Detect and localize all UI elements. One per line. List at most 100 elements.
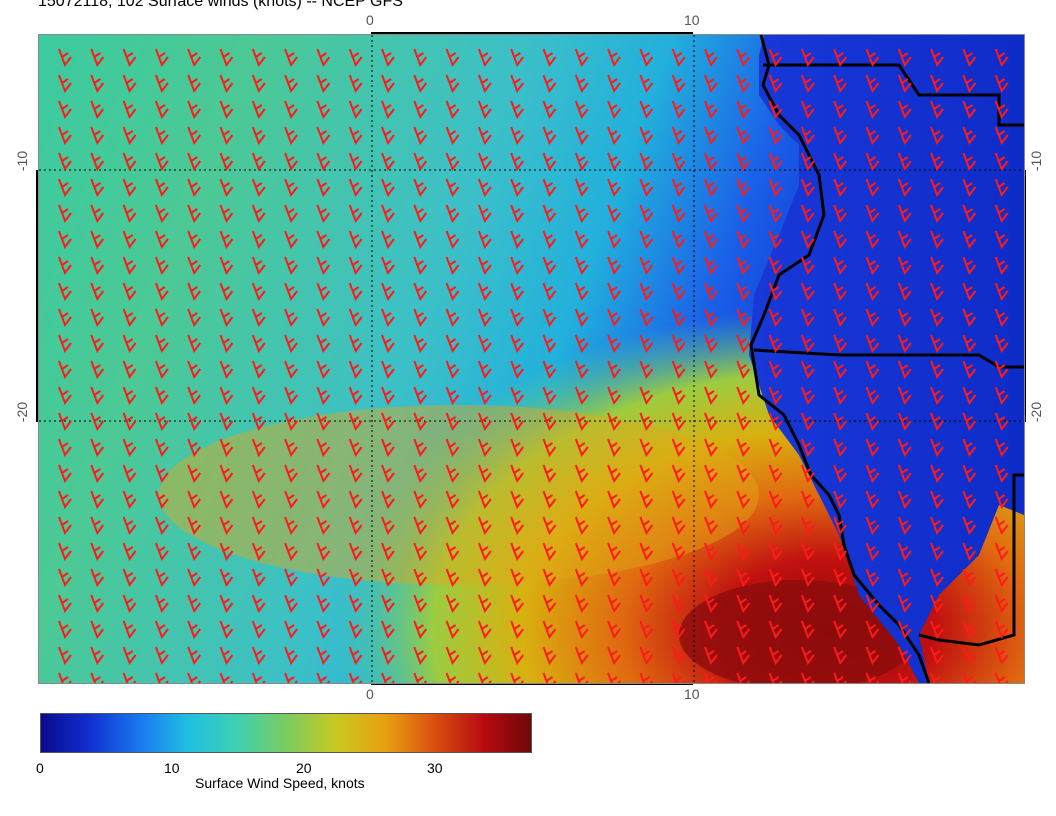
wind-barb	[58, 438, 72, 458]
wind-barb	[122, 152, 137, 172]
wind-barb	[90, 204, 105, 224]
wind-barb	[510, 152, 524, 172]
wind-barb	[897, 646, 912, 666]
wind-barb	[671, 230, 686, 250]
wind-barb	[251, 334, 266, 354]
wind-barb	[768, 152, 783, 172]
wind-barb	[187, 230, 201, 250]
wind-barb	[833, 256, 847, 276]
wind-barb	[833, 490, 847, 510]
wind-barb	[477, 100, 492, 120]
wind-barb	[477, 360, 492, 380]
wind-barb	[251, 230, 266, 250]
wind-barb	[833, 308, 847, 328]
wind-barb	[574, 126, 589, 146]
wind-barb	[865, 672, 880, 683]
wind-barb	[219, 386, 234, 406]
wind-barb	[768, 256, 783, 276]
wind-barb	[477, 594, 492, 614]
wind-barb	[962, 74, 977, 94]
wind-barb	[445, 542, 460, 562]
wind-barb	[413, 464, 428, 484]
wind-barb	[90, 74, 105, 94]
wind-barb	[833, 126, 847, 146]
wind-barb	[542, 152, 557, 172]
lat-tick-right-10: -10	[1028, 150, 1045, 172]
wind-barb	[510, 230, 524, 250]
wind-barb	[348, 464, 363, 484]
wind-barb	[736, 490, 751, 510]
wind-barb	[704, 48, 718, 68]
wind-barb	[994, 620, 1009, 640]
wind-barb	[348, 334, 363, 354]
wind-barb	[542, 490, 557, 510]
wind-barb	[348, 646, 363, 666]
wind-barb	[510, 178, 524, 198]
wind-barb	[122, 412, 137, 432]
wind-barb	[768, 620, 783, 640]
wind-barb	[284, 360, 298, 380]
wind-barb	[90, 412, 105, 432]
wind-barb	[800, 516, 815, 536]
wind-barb	[800, 386, 815, 406]
wind-barb	[607, 308, 621, 328]
wind-barb	[962, 360, 977, 380]
wind-barb	[58, 152, 72, 172]
wind-barb	[477, 386, 492, 406]
wind-barb	[671, 126, 686, 146]
wind-barb	[122, 308, 137, 328]
wind-barb	[962, 464, 977, 484]
wind-barb	[897, 48, 912, 68]
wind-barb	[736, 568, 751, 588]
wind-barb	[865, 308, 880, 328]
wind-barb	[930, 360, 944, 380]
wind-barb	[962, 334, 977, 354]
wind-barb	[865, 256, 880, 276]
wind-barb	[413, 412, 428, 432]
wind-barb	[154, 256, 169, 276]
wind-barb	[833, 542, 847, 562]
wind-barb	[477, 464, 492, 484]
wind-barb	[574, 412, 589, 432]
wind-barb	[671, 334, 686, 354]
wind-barb	[994, 568, 1009, 588]
wind-barb	[284, 334, 298, 354]
wind-barb	[90, 100, 105, 120]
wind-barb	[348, 126, 363, 146]
wind-barb	[800, 568, 815, 588]
wind-barb	[704, 464, 718, 484]
wind-barb	[316, 308, 331, 328]
wind-barb	[833, 48, 847, 68]
wind-barb	[510, 516, 524, 536]
wind-barb	[510, 386, 524, 406]
wind-barb	[316, 360, 331, 380]
wind-barb	[671, 100, 686, 120]
wind-barb	[90, 438, 105, 458]
wind-barb	[219, 334, 234, 354]
wind-barb	[865, 542, 880, 562]
wind-barb	[445, 646, 460, 666]
wind-barb	[607, 516, 621, 536]
wind-barb	[381, 438, 395, 458]
wind-barb	[994, 282, 1009, 302]
wind-barb	[800, 490, 815, 510]
wind-barb	[994, 386, 1009, 406]
wind-barb	[994, 178, 1009, 198]
wind-barb	[768, 412, 783, 432]
wind-barb	[833, 386, 847, 406]
wind-barb	[639, 594, 654, 614]
wind-barb	[865, 204, 880, 224]
page-title: 15072118, 102 Surface winds (knots) -- N…	[38, 0, 403, 10]
wind-barb	[251, 490, 266, 510]
wind-barb	[736, 360, 751, 380]
wind-barb	[930, 386, 944, 406]
wind-barb	[510, 646, 524, 666]
wind-barb	[897, 74, 912, 94]
wind-barb	[154, 672, 169, 683]
wind-barb	[607, 360, 621, 380]
lon-tick-top-0: 0	[366, 12, 374, 28]
lon-tick-bottom-0: 0	[366, 686, 374, 702]
wind-barb	[219, 282, 234, 302]
wind-barb	[510, 620, 524, 640]
wind-barb	[122, 126, 137, 146]
